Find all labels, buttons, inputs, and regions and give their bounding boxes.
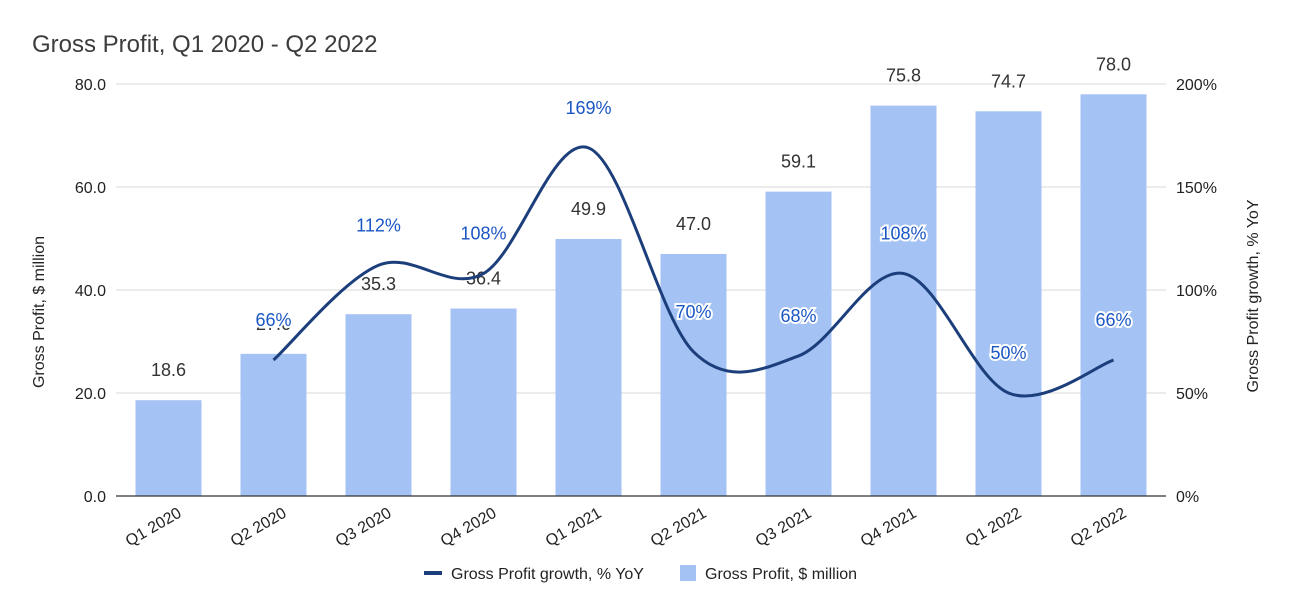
x-tick-label: Q2 2021 <box>648 505 710 550</box>
right-tick-label: 50% <box>1176 386 1208 403</box>
bar <box>135 400 202 496</box>
bar <box>870 105 937 496</box>
bar <box>765 191 832 496</box>
left-tick-label: 80.0 <box>75 77 106 94</box>
left-tick-label: 20.0 <box>75 386 106 403</box>
bar-value-label: 49.9 <box>571 199 606 219</box>
growth-value-label: 169% <box>565 98 611 118</box>
bar-value-label: 36.4 <box>466 269 501 289</box>
growth-value-label: 50% <box>990 343 1026 363</box>
right-axis-ticks: 0% 50% 100% 150% 200% <box>1176 77 1217 506</box>
bar <box>555 239 622 496</box>
bar-value-labels: 18.6 27.6 35.3 36.4 49.9 47.0 59.1 75.8 74.7 78.0 <box>151 54 1131 380</box>
growth-value-label: 108% <box>880 224 926 244</box>
bar <box>345 314 412 496</box>
left-tick-label: 40.0 <box>75 283 106 300</box>
bar-value-label: 75.8 <box>886 66 921 86</box>
left-axis-ticks: 0.0 20.0 40.0 60.0 80.0 <box>75 77 106 506</box>
bar-value-label: 47.0 <box>676 214 711 234</box>
growth-value-label: 68% <box>780 306 816 326</box>
bar-value-label: 59.1 <box>781 152 816 172</box>
chart-title: Gross Profit, Q1 2020 - Q2 2022 <box>32 31 378 58</box>
legend-label-growth: Gross Profit growth, % YoY <box>451 566 644 583</box>
x-axis-ticks: Q1 2020 Q2 2020 Q3 2020 Q4 2020 Q1 2021 Q2 20… <box>123 505 1130 550</box>
x-tick-label: Q1 2022 <box>963 505 1025 550</box>
growth-value-labels: 66% 112% 108% 169% 70% 68% 108% 50% 66% <box>253 96 1133 365</box>
x-tick-label: Q2 2020 <box>228 505 290 550</box>
growth-value-label: 70% <box>675 302 711 322</box>
right-tick-label: 100% <box>1176 283 1217 300</box>
right-tick-label: 200% <box>1176 77 1217 94</box>
bar <box>240 353 307 496</box>
bar <box>450 308 517 496</box>
right-tick-label: 150% <box>1176 180 1217 197</box>
legend-label-profit: Gross Profit, $ million <box>705 566 857 583</box>
bar-value-label: 78.0 <box>1096 54 1131 74</box>
x-tick-label: Q3 2021 <box>753 505 815 550</box>
left-tick-label: 0.0 <box>84 489 106 506</box>
legend: Gross Profit growth, % YoY Gross Profit,… <box>424 565 857 583</box>
bar-value-label: 74.7 <box>991 71 1026 91</box>
left-axis-title: Gross Profit, $ million <box>31 236 48 388</box>
left-tick-label: 60.0 <box>75 180 106 197</box>
x-tick-label: Q1 2021 <box>543 505 605 550</box>
bar <box>1080 94 1147 497</box>
bar-value-label: 27.6 <box>256 314 291 334</box>
growth-value-label: 108% <box>460 224 506 244</box>
x-tick-label: Q1 2020 <box>123 505 185 550</box>
bar-value-label: 18.6 <box>151 360 186 380</box>
bar-series <box>135 94 1147 497</box>
bar <box>975 111 1042 497</box>
x-tick-label: Q2 2022 <box>1068 505 1130 550</box>
growth-line-series <box>272 145 1115 398</box>
x-tick-label: Q3 2020 <box>333 505 395 550</box>
right-axis-title: Gross Profit growth, % YoY <box>1245 199 1262 392</box>
legend-bar-swatch <box>680 565 696 581</box>
x-tick-label: Q4 2020 <box>438 505 500 550</box>
growth-value-label: 66% <box>255 310 291 330</box>
bar-value-label: 35.3 <box>361 274 396 294</box>
right-tick-label: 0% <box>1176 489 1199 506</box>
growth-value-label: 112% <box>356 215 401 235</box>
bar <box>660 253 727 496</box>
growth-value-label: 66% <box>1095 310 1131 330</box>
x-tick-label: Q4 2021 <box>858 505 920 550</box>
growth-line <box>272 145 1115 398</box>
